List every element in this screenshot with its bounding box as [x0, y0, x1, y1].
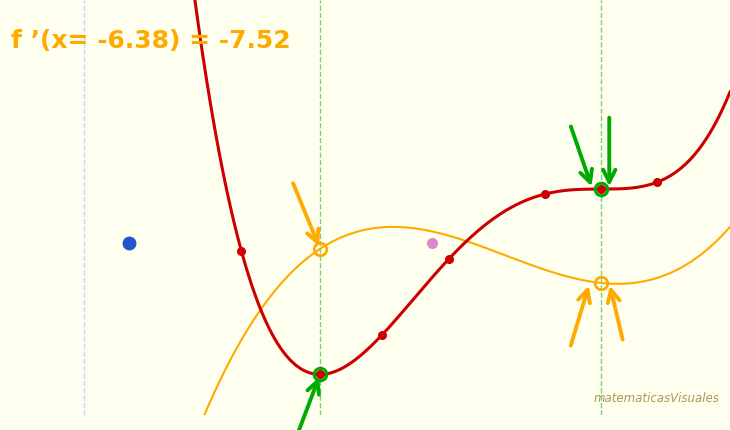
- Text: f ’(x= -6.38) = -7.52: f ’(x= -6.38) = -7.52: [11, 29, 291, 53]
- Text: matematicasVisuales: matematicasVisuales: [593, 392, 719, 405]
